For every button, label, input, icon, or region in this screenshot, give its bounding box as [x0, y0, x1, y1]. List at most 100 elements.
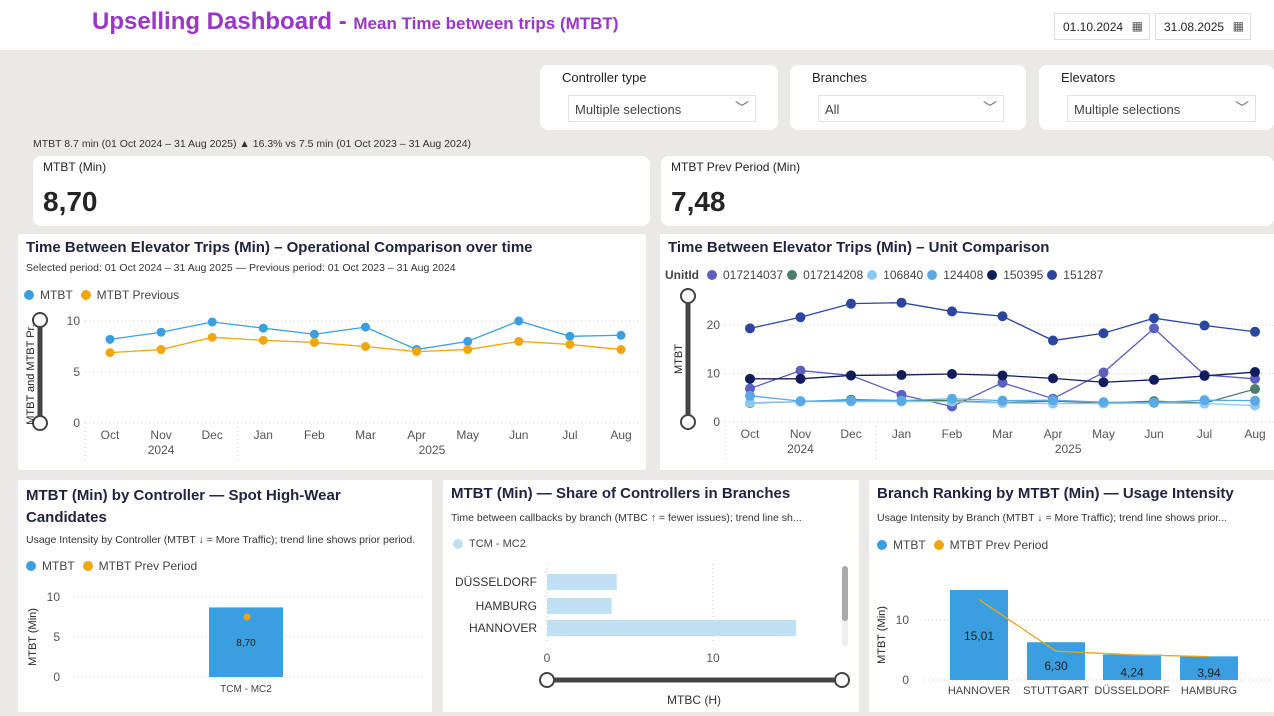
data-point[interactable]	[1250, 384, 1260, 395]
data-point[interactable]	[1098, 367, 1109, 378]
data-point[interactable]	[1149, 397, 1159, 408]
data-point[interactable]	[514, 336, 524, 346]
data-point[interactable]	[846, 395, 856, 406]
data-point[interactable]	[1250, 326, 1260, 337]
data-point[interactable]	[1098, 397, 1109, 408]
legend-label[interactable]: 151287	[1063, 268, 1104, 282]
data-point[interactable]	[795, 365, 806, 376]
date-from-input[interactable]: 01.10.2024 ▦	[1054, 13, 1150, 40]
legend-label[interactable]: MTBT Previous	[96, 288, 180, 302]
legend-label[interactable]: MTBT	[893, 538, 926, 552]
legend-label[interactable]: MTBT	[42, 559, 75, 573]
legend-label[interactable]: TCM - MC2	[469, 538, 526, 550]
data-point[interactable]	[997, 370, 1008, 381]
data-point[interactable]	[207, 317, 217, 327]
data-point[interactable]	[105, 334, 115, 344]
data-point[interactable]	[896, 395, 907, 406]
data-point[interactable]	[1199, 370, 1210, 381]
data-point[interactable]	[156, 345, 166, 355]
scrollbar-thumb[interactable]	[842, 566, 848, 621]
data-point[interactable]	[361, 342, 370, 351]
data-point[interactable]	[745, 383, 755, 394]
data-point[interactable]	[1149, 313, 1159, 324]
data-point[interactable]	[412, 347, 422, 357]
chevron-down-icon: ﹀	[1235, 100, 1249, 116]
data-point[interactable]	[565, 331, 575, 341]
zoom-slider-handle[interactable]	[680, 414, 696, 430]
branches-dropdown[interactable]: All ﹀	[818, 95, 1004, 122]
data-point[interactable]	[795, 312, 806, 323]
data-point[interactable]	[947, 306, 957, 317]
bar-hannover[interactable]	[950, 589, 1008, 680]
x-tick-label: Feb	[304, 428, 325, 442]
data-point[interactable]	[1250, 395, 1260, 406]
data-point[interactable]	[565, 339, 575, 349]
data-point[interactable]	[1149, 323, 1159, 334]
legend-label[interactable]: MTBT	[40, 288, 73, 302]
bar-hamburg[interactable]	[547, 598, 612, 614]
zoom-slider-handle[interactable]	[32, 415, 48, 431]
calendar-icon[interactable]: ▦	[1232, 19, 1244, 33]
data-point[interactable]	[745, 323, 755, 334]
zoom-slider-handle[interactable]	[32, 312, 48, 328]
data-point[interactable]	[846, 298, 856, 309]
data-point[interactable]	[616, 345, 626, 355]
x-tick-label: Dec	[840, 427, 861, 441]
data-point[interactable]	[947, 393, 957, 404]
data-point[interactable]	[745, 373, 755, 384]
bar-hannover[interactable]	[547, 620, 796, 636]
bar-düsseldorf[interactable]	[547, 574, 617, 590]
elevators-dropdown[interactable]: Multiple selections ﹀	[1067, 95, 1256, 122]
legend-label[interactable]: 017214208	[803, 268, 864, 282]
data-point[interactable]	[745, 390, 755, 401]
x-tick-label: Jul	[562, 428, 577, 442]
data-point[interactable]	[309, 337, 319, 347]
data-point[interactable]	[1199, 320, 1210, 331]
data-point[interactable]	[105, 348, 115, 358]
zoom-slider-handle[interactable]	[834, 672, 850, 688]
data-point[interactable]	[896, 369, 907, 380]
data-point[interactable]	[795, 373, 806, 384]
bar-stuttgart[interactable]	[1027, 642, 1085, 680]
data-point[interactable]	[795, 396, 806, 407]
x-tick-label: Dec	[202, 428, 223, 442]
data-point[interactable]	[997, 311, 1008, 322]
controller-type-dropdown[interactable]: Multiple selections ﹀	[568, 95, 756, 122]
legend-label[interactable]: 124408	[943, 268, 984, 282]
data-point[interactable]	[896, 297, 907, 308]
data-point[interactable]	[463, 336, 473, 346]
calendar-icon[interactable]: ▦	[1131, 19, 1143, 33]
data-point[interactable]	[1098, 377, 1109, 388]
data-point[interactable]	[997, 377, 1008, 388]
data-point[interactable]	[258, 323, 268, 333]
data-point[interactable]	[258, 335, 268, 345]
legend-label[interactable]: MTBT Prev Period	[949, 538, 1049, 552]
legend-label[interactable]: 150395	[1003, 268, 1044, 282]
date-to-input[interactable]: 31.08.2025 ▦	[1155, 13, 1251, 40]
bar-düsseldorf[interactable]	[1103, 654, 1161, 680]
data-point[interactable]	[1048, 395, 1058, 406]
data-point[interactable]	[1048, 335, 1058, 346]
data-point[interactable]	[1149, 374, 1159, 385]
legend-label[interactable]: 106840	[883, 268, 924, 282]
data-point[interactable]	[309, 329, 319, 339]
legend-label[interactable]: 017214037	[723, 268, 784, 282]
bar-hamburg[interactable]	[1180, 656, 1238, 680]
data-point[interactable]	[156, 327, 166, 337]
data-point[interactable]	[846, 370, 856, 381]
x-tick-label: Feb	[942, 427, 963, 441]
zoom-slider-handle[interactable]	[680, 288, 696, 304]
data-point[interactable]	[463, 345, 473, 355]
data-point[interactable]	[997, 395, 1008, 406]
data-point[interactable]	[1250, 367, 1260, 378]
zoom-slider-handle[interactable]	[539, 672, 555, 688]
data-point[interactable]	[1048, 373, 1058, 384]
legend-label[interactable]: MTBT Prev Period	[98, 559, 198, 573]
data-point[interactable]	[361, 322, 370, 332]
data-point[interactable]	[616, 330, 626, 340]
data-point[interactable]	[947, 368, 957, 379]
data-point[interactable]	[207, 332, 217, 342]
data-point[interactable]	[1199, 395, 1210, 406]
data-point[interactable]	[1098, 328, 1109, 339]
data-point[interactable]	[514, 316, 524, 326]
